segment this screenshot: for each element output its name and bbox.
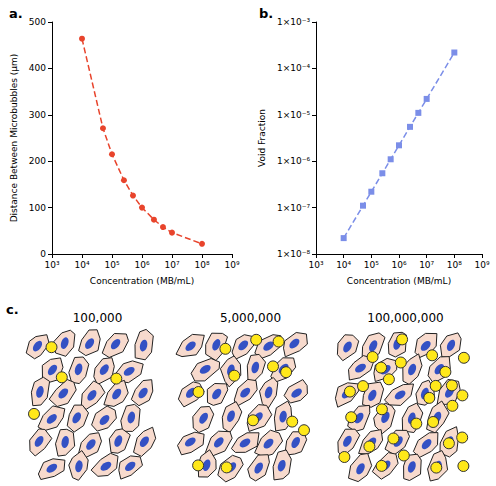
svg-text:10⁴: 10⁴ (336, 260, 351, 270)
svg-text:Concentration (MB/mL): Concentration (MB/mL) (347, 276, 451, 286)
svg-text:Concentration (MB/mL): Concentration (MB/mL) (90, 276, 194, 286)
svg-text:10⁷: 10⁷ (164, 260, 179, 270)
svg-text:10⁵: 10⁵ (104, 260, 119, 270)
svg-text:a.: a. (9, 6, 23, 21)
svg-text:10⁶: 10⁶ (391, 260, 406, 270)
svg-text:c.: c. (6, 302, 19, 317)
svg-text:100,000,000: 100,000,000 (367, 311, 443, 325)
svg-text:1×10⁻⁵: 1×10⁻⁵ (277, 110, 310, 120)
svg-text:500: 500 (29, 17, 46, 27)
svg-text:10⁴: 10⁴ (74, 260, 89, 270)
svg-text:10⁵: 10⁵ (364, 260, 379, 270)
svg-text:10⁹: 10⁹ (474, 260, 489, 270)
svg-text:Void Fraction: Void Fraction (257, 109, 267, 167)
svg-text:100,000: 100,000 (73, 311, 123, 325)
svg-text:100: 100 (29, 203, 46, 213)
svg-text:0: 0 (40, 249, 46, 259)
svg-text:1×10⁻⁷: 1×10⁻⁷ (277, 203, 310, 213)
svg-text:10⁹: 10⁹ (224, 260, 239, 270)
svg-text:1×10⁻⁸: 1×10⁻⁸ (277, 249, 310, 259)
svg-text:300: 300 (29, 110, 46, 120)
svg-text:10³: 10³ (44, 260, 59, 270)
svg-text:200: 200 (29, 156, 46, 166)
svg-text:10⁸: 10⁸ (194, 260, 209, 270)
svg-text:1×10⁻⁴: 1×10⁻⁴ (277, 63, 310, 73)
svg-text:10⁷: 10⁷ (419, 260, 434, 270)
svg-text:1×10⁻³: 1×10⁻³ (277, 17, 310, 27)
svg-text:10⁶: 10⁶ (134, 260, 149, 270)
svg-text:b.: b. (259, 6, 273, 21)
svg-text:1×10⁻⁶: 1×10⁻⁶ (277, 156, 310, 166)
svg-text:10⁸: 10⁸ (447, 260, 462, 270)
svg-text:5,000,000: 5,000,000 (220, 311, 281, 325)
svg-text:400: 400 (29, 63, 46, 73)
svg-text:10³: 10³ (308, 260, 323, 270)
svg-text:Distance Between Microbubbles: Distance Between Microbubbles (µm) (9, 54, 19, 223)
